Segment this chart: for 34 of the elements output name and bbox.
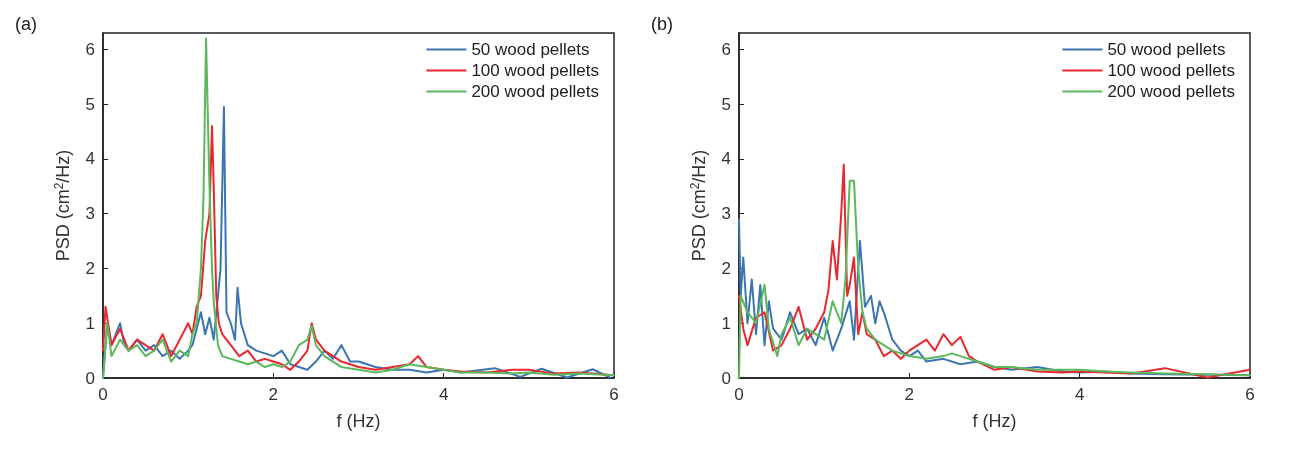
x-tick-label: 6: [609, 385, 619, 404]
y-tick-label: 4: [85, 149, 95, 169]
legend-label: 100 wood pellets: [471, 61, 599, 80]
x-tick-label: 2: [904, 385, 915, 404]
x-tick-label: 0: [734, 385, 744, 404]
x-axis-title: f (Hz): [336, 411, 381, 431]
legend-label: 200 wood pellets: [471, 82, 599, 101]
x-tick-label: 0: [98, 385, 108, 404]
x-tick-label: 2: [268, 385, 279, 404]
x-axis-title: f (Hz): [972, 411, 1017, 431]
y-tick-label: 2: [721, 258, 731, 278]
legend-label: 50 wood pellets: [471, 40, 590, 59]
chart-title: (a): [15, 14, 37, 34]
chart-title: (b): [651, 14, 673, 34]
legend-label: 200 wood pellets: [1107, 82, 1235, 101]
x-tick-label: 4: [1074, 385, 1085, 404]
y-tick-label: 3: [721, 204, 731, 224]
y-tick-label: 0: [721, 368, 731, 388]
y-axis-title: PSD (cm2/Hz): [52, 149, 73, 262]
y-tick-label: 2: [85, 258, 95, 278]
x-tick-label: 4: [438, 385, 449, 404]
y-tick-label: 1: [85, 313, 95, 333]
y-tick-label: 6: [85, 39, 95, 59]
legend-label: 50 wood pellets: [1107, 40, 1226, 59]
legend-label: 100 wood pellets: [1107, 61, 1235, 80]
y-tick-label: 6: [721, 39, 731, 59]
x-tick-label: 6: [1245, 385, 1255, 404]
y-tick-label: 4: [721, 149, 731, 169]
y-tick-label: 3: [85, 204, 95, 224]
y-tick-label: 5: [85, 94, 95, 114]
y-tick-label: 1: [721, 313, 731, 333]
y-axis-title: PSD (cm2/Hz): [688, 149, 709, 262]
y-tick-label: 0: [85, 368, 95, 388]
y-tick-label: 5: [721, 94, 731, 114]
